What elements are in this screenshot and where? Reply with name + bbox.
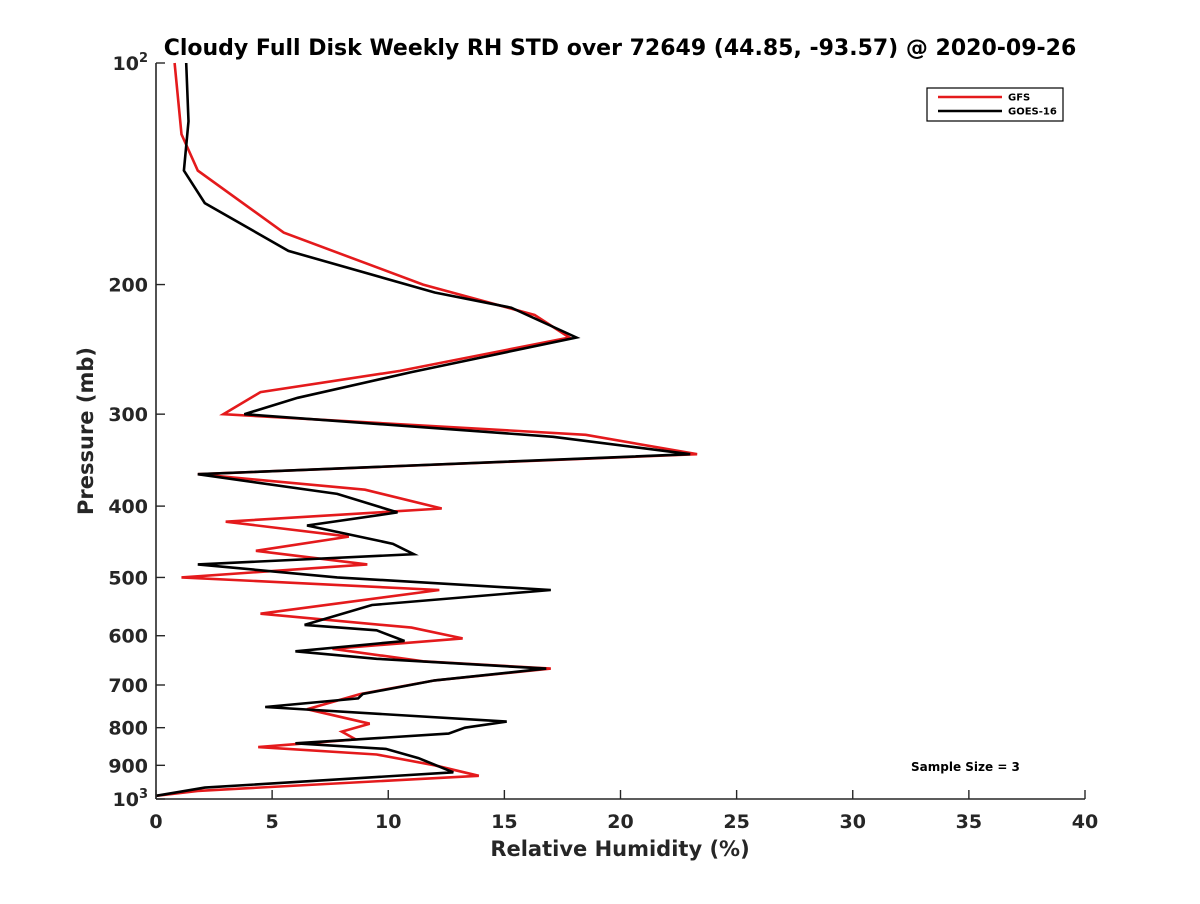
y-tick-label: 103 [113, 787, 149, 811]
x-tick-label: 20 [607, 811, 633, 833]
y-tick-label: 700 [108, 675, 148, 697]
chart-title: Cloudy Full Disk Weekly RH STD over 7264… [164, 36, 1077, 61]
x-tick-label: 0 [149, 811, 162, 833]
y-axis-label: Pressure (mb) [74, 347, 98, 515]
legend-box [926, 87, 1064, 122]
x-tick-label: 40 [1072, 811, 1098, 833]
x-tick-label: 10 [375, 811, 401, 833]
series-layer [155, 62, 698, 798]
legend-label-goes16: GOES-16 [1008, 107, 1057, 118]
x-ticks: 0 5 10 15 20 25 30 35 40 [149, 790, 1098, 833]
x-tick-label: 25 [723, 811, 749, 833]
legend: GFS GOES-16 [926, 87, 1064, 122]
y-tick-label: 102 [113, 51, 149, 75]
x-tick-label: 30 [840, 811, 866, 833]
x-tick-label: 15 [491, 811, 517, 833]
series-line-goes16 [155, 62, 691, 798]
y-tick-label: 500 [108, 567, 148, 589]
y-tick-label: 600 [108, 626, 148, 648]
y-tick-label: 200 [108, 275, 148, 297]
sample-size-annotation: Sample Size = 3 [911, 760, 1020, 774]
y-ticks: 102 200 300 400 500 600 700 800 900 103 [108, 51, 165, 811]
y-tick-label: 900 [108, 755, 148, 777]
x-axis-label: Relative Humidity (%) [490, 837, 749, 861]
y-tick-label: 300 [108, 404, 148, 426]
series-line-gfs [155, 62, 698, 798]
x-tick-label: 5 [266, 811, 279, 833]
legend-label-gfs: GFS [1008, 93, 1030, 104]
x-tick-label: 35 [956, 811, 982, 833]
y-tick-label: 400 [108, 496, 148, 518]
y-tick-label: 800 [108, 718, 148, 740]
